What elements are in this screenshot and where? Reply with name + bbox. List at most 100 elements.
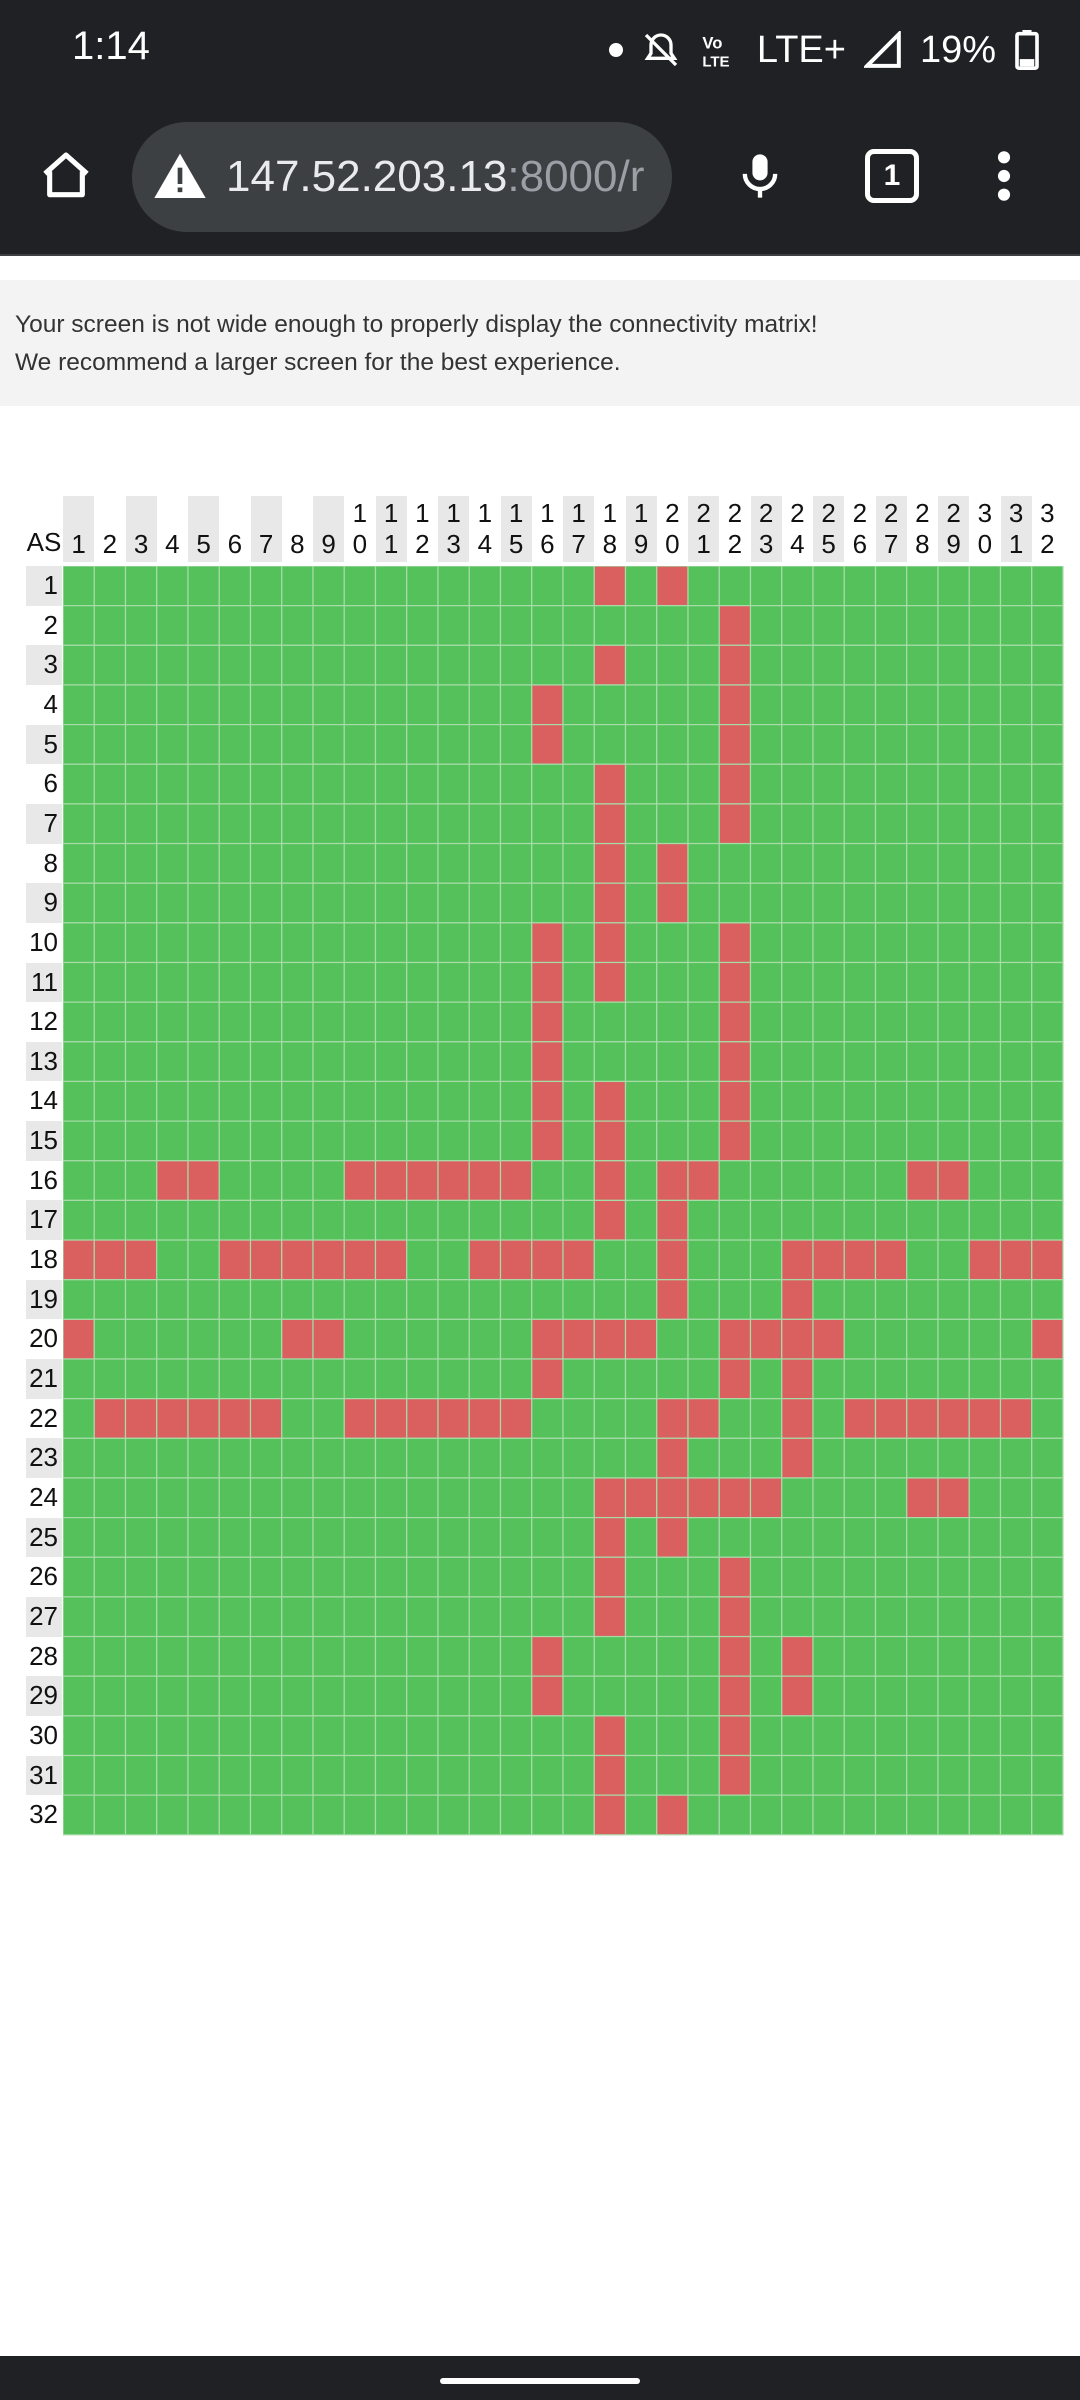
matrix-cell-connected[interactable]: [63, 1635, 95, 1677]
matrix-cell-connected[interactable]: [562, 1398, 595, 1439]
matrix-cell-connected[interactable]: [281, 1160, 314, 1202]
matrix-cell-connected[interactable]: [843, 1596, 877, 1638]
matrix-cell-disconnected[interactable]: [718, 1675, 752, 1717]
matrix-cell-connected[interactable]: [656, 1675, 689, 1717]
more-menu-button[interactable]: [966, 138, 1042, 214]
matrix-cell-connected[interactable]: [874, 1715, 908, 1757]
matrix-cell-connected[interactable]: [437, 566, 470, 607]
matrix-cell-connected[interactable]: [937, 1715, 970, 1757]
matrix-cell-connected[interactable]: [312, 1279, 345, 1320]
matrix-cell-disconnected[interactable]: [593, 1080, 627, 1122]
matrix-cell-connected[interactable]: [812, 724, 845, 765]
matrix-cell-connected[interactable]: [656, 1358, 689, 1400]
matrix-cell-connected[interactable]: [343, 1358, 377, 1400]
matrix-cell-connected[interactable]: [124, 1279, 158, 1320]
matrix-cell-connected[interactable]: [343, 1199, 377, 1241]
matrix-cell-connected[interactable]: [406, 684, 439, 726]
matrix-cell-disconnected[interactable]: [687, 1398, 720, 1439]
matrix-cell-connected[interactable]: [93, 1754, 127, 1796]
matrix-cell-connected[interactable]: [968, 1477, 1002, 1519]
matrix-cell-connected[interactable]: [374, 1041, 408, 1083]
matrix-cell-connected[interactable]: [93, 1001, 127, 1043]
matrix-cell-connected[interactable]: [406, 1199, 439, 1241]
matrix-cell-connected[interactable]: [781, 724, 814, 765]
matrix-cell-connected[interactable]: [999, 961, 1033, 1003]
matrix-cell-connected[interactable]: [687, 605, 720, 646]
matrix-cell-connected[interactable]: [343, 684, 377, 726]
matrix-cell-connected[interactable]: [281, 1715, 314, 1757]
matrix-cell-connected[interactable]: [999, 1318, 1033, 1360]
matrix-cell-connected[interactable]: [749, 922, 783, 964]
matrix-cell-connected[interactable]: [968, 724, 1002, 765]
matrix-cell-connected[interactable]: [906, 1635, 939, 1677]
matrix-cell-connected[interactable]: [406, 1516, 439, 1558]
matrix-cell-connected[interactable]: [93, 1715, 127, 1757]
matrix-cell-connected[interactable]: [656, 1318, 689, 1360]
matrix-cell-connected[interactable]: [124, 684, 158, 726]
matrix-cell-connected[interactable]: [406, 1675, 439, 1717]
matrix-cell-connected[interactable]: [124, 803, 158, 845]
matrix-cell-disconnected[interactable]: [718, 1001, 752, 1043]
matrix-cell-connected[interactable]: [468, 1516, 502, 1558]
matrix-cell-disconnected[interactable]: [531, 1318, 564, 1360]
matrix-cell-connected[interactable]: [937, 1279, 970, 1320]
matrix-cell-connected[interactable]: [218, 1120, 252, 1162]
matrix-cell-connected[interactable]: [499, 1080, 533, 1122]
matrix-cell-connected[interactable]: [656, 1635, 689, 1677]
matrix-cell-connected[interactable]: [374, 803, 408, 845]
matrix-cell-connected[interactable]: [968, 961, 1002, 1003]
matrix-cell-connected[interactable]: [63, 1596, 95, 1638]
matrix-cell-connected[interactable]: [531, 1199, 564, 1241]
matrix-cell-connected[interactable]: [968, 1318, 1002, 1360]
matrix-cell-connected[interactable]: [281, 605, 314, 646]
matrix-cell-connected[interactable]: [312, 1199, 345, 1241]
matrix-cell-connected[interactable]: [968, 1715, 1002, 1757]
matrix-cell-connected[interactable]: [1031, 644, 1064, 686]
matrix-cell-connected[interactable]: [124, 1041, 158, 1083]
matrix-cell-connected[interactable]: [937, 1041, 970, 1083]
matrix-cell-connected[interactable]: [812, 1675, 845, 1717]
matrix-cell-connected[interactable]: [812, 1041, 845, 1083]
matrix-cell-disconnected[interactable]: [531, 1675, 564, 1717]
matrix-cell-disconnected[interactable]: [374, 1160, 408, 1202]
matrix-cell-disconnected[interactable]: [812, 1318, 845, 1360]
matrix-cell-connected[interactable]: [843, 566, 877, 607]
matrix-cell-disconnected[interactable]: [562, 1239, 595, 1281]
matrix-cell-connected[interactable]: [749, 1715, 783, 1757]
matrix-cell-connected[interactable]: [468, 1318, 502, 1360]
matrix-cell-connected[interactable]: [374, 1635, 408, 1677]
matrix-cell-connected[interactable]: [749, 1160, 783, 1202]
matrix-cell-connected[interactable]: [312, 1754, 345, 1796]
matrix-cell-disconnected[interactable]: [124, 1398, 158, 1439]
matrix-cell-connected[interactable]: [124, 1437, 158, 1479]
matrix-cell-connected[interactable]: [93, 1556, 127, 1598]
matrix-cell-connected[interactable]: [249, 1120, 283, 1162]
matrix-cell-connected[interactable]: [874, 1754, 908, 1796]
matrix-cell-connected[interactable]: [718, 566, 752, 607]
matrix-cell-connected[interactable]: [218, 842, 252, 884]
matrix-cell-connected[interactable]: [1031, 1041, 1064, 1083]
matrix-cell-connected[interactable]: [187, 1318, 220, 1360]
matrix-cell-connected[interactable]: [593, 1001, 627, 1043]
matrix-cell-connected[interactable]: [343, 1675, 377, 1717]
matrix-cell-connected[interactable]: [812, 1279, 845, 1320]
matrix-cell-connected[interactable]: [406, 763, 439, 805]
matrix-cell-connected[interactable]: [656, 1080, 689, 1122]
matrix-cell-connected[interactable]: [281, 1556, 314, 1598]
matrix-cell-connected[interactable]: [781, 1754, 814, 1796]
matrix-cell-connected[interactable]: [281, 644, 314, 686]
matrix-cell-disconnected[interactable]: [93, 1239, 127, 1281]
matrix-cell-connected[interactable]: [687, 644, 720, 686]
matrix-cell-disconnected[interactable]: [593, 1556, 627, 1598]
matrix-cell-connected[interactable]: [156, 1120, 189, 1162]
matrix-cell-connected[interactable]: [312, 566, 345, 607]
matrix-cell-connected[interactable]: [468, 724, 502, 765]
matrix-cell-connected[interactable]: [562, 1160, 595, 1202]
matrix-cell-disconnected[interactable]: [624, 1477, 658, 1519]
matrix-cell-connected[interactable]: [624, 1358, 658, 1400]
matrix-cell-connected[interactable]: [874, 1199, 908, 1241]
matrix-cell-connected[interactable]: [249, 1794, 283, 1836]
matrix-cell-disconnected[interactable]: [343, 1160, 377, 1202]
matrix-cell-connected[interactable]: [499, 1041, 533, 1083]
matrix-cell-connected[interactable]: [624, 1675, 658, 1717]
